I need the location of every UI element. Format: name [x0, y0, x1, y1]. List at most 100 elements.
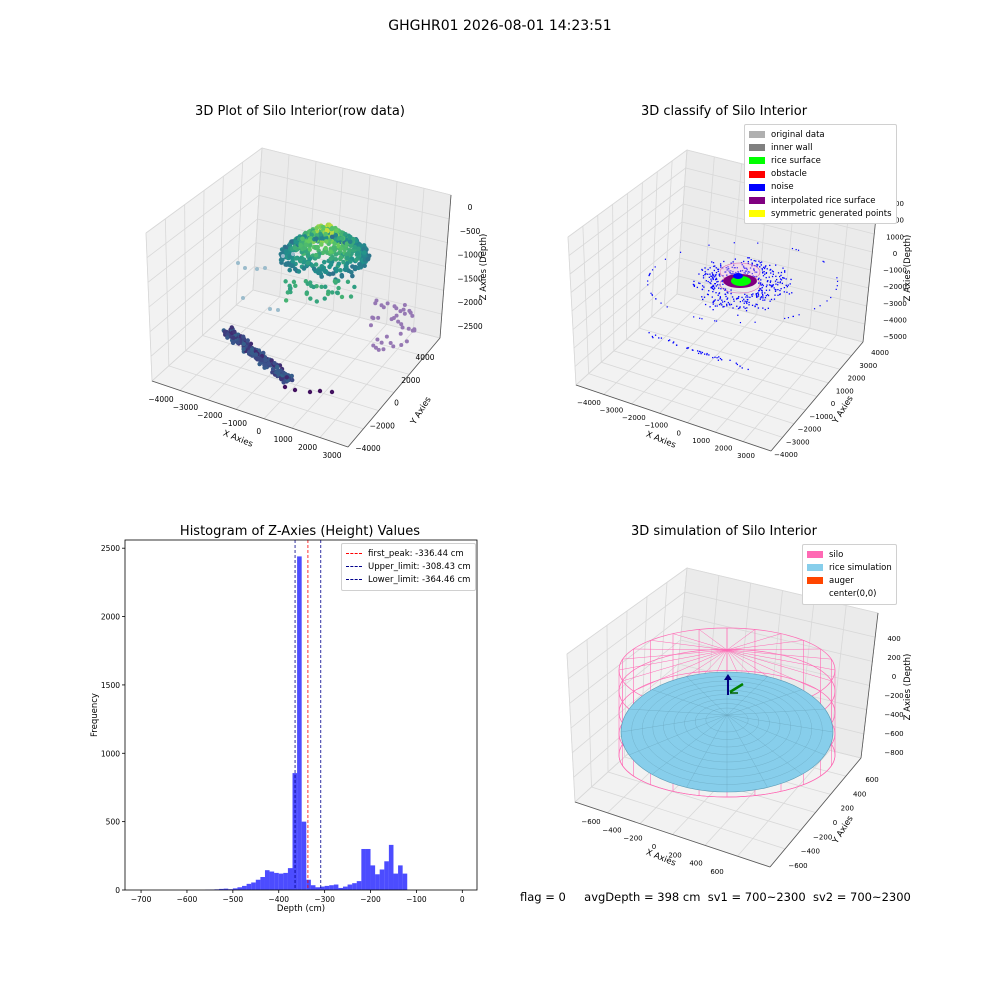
- legend-entry: first_peak: -336.44 cm: [346, 547, 471, 560]
- p4-silo-roof-line: [622, 649, 728, 660]
- p2-noise-point: [751, 295, 753, 297]
- p2-noise-point: [750, 259, 752, 261]
- p2-noise-point: [744, 293, 746, 296]
- p1-point: [342, 246, 347, 252]
- p2-noise-point: [730, 303, 733, 306]
- p1-point: [362, 250, 367, 255]
- p1-point: [281, 254, 285, 258]
- histogram-legend: first_peak: -336.44 cm Upper_limit: -308.…: [341, 543, 476, 591]
- p1-point: [404, 339, 409, 344]
- p2-noise-point: [712, 273, 714, 275]
- legend-label: symmetric generated points: [771, 208, 892, 219]
- p2-noise-point: [783, 291, 785, 293]
- p4-x-tick-label: 400: [689, 860, 702, 868]
- p2-noise-point: [784, 270, 786, 272]
- p2-gridline: [570, 203, 684, 293]
- legend-label: interpolated rice surface: [771, 195, 876, 206]
- p1-point: [266, 361, 271, 366]
- p2-noise-point: [703, 353, 706, 355]
- p1-point: [406, 326, 411, 331]
- p2-noise-point: [727, 266, 729, 268]
- p1-gridline: [202, 335, 395, 393]
- p2-noise-point: [766, 284, 768, 286]
- p3-y-axis-label: Frequency: [90, 693, 100, 737]
- p1-point: [388, 340, 393, 345]
- p2-noise-point: [724, 271, 726, 273]
- legend-entry: interpolated rice surface: [749, 194, 892, 207]
- legend-label: first_peak: -336.44 cm: [368, 548, 464, 559]
- p4-gridline: [686, 567, 879, 614]
- legend-swatch: [749, 157, 765, 165]
- p2-noise-point: [712, 284, 714, 287]
- p4-z-tick-label: 200: [887, 654, 900, 662]
- p2-noise-point: [769, 264, 771, 267]
- p1-point: [351, 236, 356, 242]
- p2-noise-point: [712, 274, 715, 276]
- p2-noise-point: [714, 265, 716, 267]
- p2-noise-point: [743, 272, 745, 274]
- p2-noise-point: [654, 266, 656, 268]
- p2-y-tick-label: 4000: [871, 349, 889, 357]
- p3-bar: [283, 872, 288, 890]
- p2-gridline: [588, 373, 783, 438]
- p2-noise-point: [728, 268, 730, 270]
- p1-point: [391, 344, 396, 349]
- p1-point: [353, 257, 359, 263]
- p2-y-tick-label: −4000: [774, 451, 798, 459]
- p2-noise-point: [751, 262, 753, 264]
- p3-x-tick-label: −300: [314, 895, 335, 904]
- p1-point: [365, 256, 371, 262]
- p1-point: [269, 358, 274, 363]
- p2-x-tick-label: 1000: [692, 437, 710, 445]
- p2-noise-point: [707, 280, 709, 283]
- p2-noise-point: [771, 275, 774, 278]
- p4-rice-mesh: [629, 714, 728, 756]
- p2-noise-point: [760, 288, 762, 290]
- p4-rice-mesh: [686, 714, 728, 788]
- p2-noise-point: [774, 288, 776, 291]
- p4-y-tick-label: 200: [841, 805, 854, 813]
- p1-point: [276, 308, 280, 312]
- p2-noise-point: [727, 301, 729, 304]
- classify-legend: original data inner wall rice surface obsta…: [744, 124, 897, 225]
- p1-point: [350, 273, 355, 279]
- p4-gridline: [568, 591, 686, 679]
- simulation-3d: −600−400−2000200400600−600−400−200020040…: [566, 567, 913, 876]
- p2-noise-point: [765, 295, 767, 297]
- p3-bar: [219, 888, 224, 890]
- figure-title: GHGHR01 2026-08-01 14:23:51: [388, 18, 612, 34]
- p2-noise-point: [734, 258, 736, 260]
- p4-gridline: [566, 567, 688, 655]
- p2-noise-point: [758, 277, 760, 279]
- p2-noise-point: [720, 266, 722, 268]
- p1-point: [307, 389, 313, 395]
- p2-noise-point: [710, 282, 712, 285]
- p2-noise-point: [830, 296, 832, 299]
- p1-point: [236, 261, 240, 265]
- p2-noise-point: [712, 278, 714, 281]
- p2-noise-point: [762, 297, 764, 299]
- p2-noise-point: [784, 317, 786, 320]
- p2-noise-point: [716, 278, 718, 280]
- p1-point: [268, 307, 272, 311]
- p3-bar: [228, 889, 233, 890]
- p1-point: [314, 225, 319, 231]
- p2-noise-point: [746, 302, 748, 305]
- p2-noise-point: [712, 285, 715, 287]
- p1-point: [235, 340, 241, 345]
- p2-noise-point: [708, 290, 710, 292]
- p2-noise-point: [761, 283, 764, 285]
- p2-noise-point: [757, 307, 760, 309]
- p2-gridline: [567, 149, 688, 238]
- p2-noise-point: [733, 300, 735, 302]
- p1-point: [399, 322, 404, 327]
- p4-z-tick-label: −400: [884, 711, 903, 719]
- p2-noise-point: [745, 310, 748, 312]
- p2-gridline: [651, 316, 841, 370]
- p2-noise-point: [712, 356, 714, 359]
- p2-noise-point: [777, 272, 780, 274]
- p2-noise-point: [774, 290, 777, 292]
- p1-point: [402, 302, 407, 307]
- p2-noise-point: [719, 298, 721, 300]
- p2-noise-point: [721, 299, 723, 301]
